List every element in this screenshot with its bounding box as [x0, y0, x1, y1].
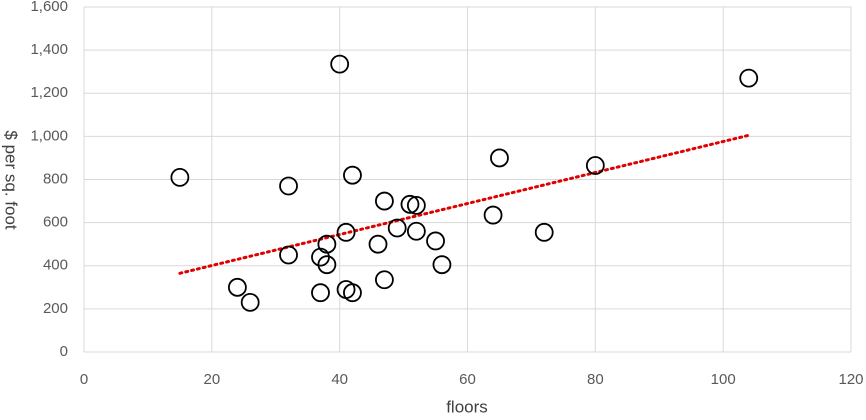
- point: [400, 194, 420, 214]
- y-tick-label: 1,400: [30, 41, 68, 58]
- point: [387, 218, 407, 238]
- point: [739, 68, 759, 88]
- x-tick-label: 80: [587, 371, 604, 388]
- point: [375, 191, 394, 211]
- point: [426, 231, 445, 251]
- y-tick-label: 1,000: [30, 127, 68, 144]
- point: [432, 255, 452, 275]
- y-tick-label: 1,200: [30, 84, 68, 101]
- y-tick-label: 1,600: [30, 0, 68, 15]
- x-tick-label: 20: [203, 371, 220, 388]
- point: [240, 293, 260, 312]
- point: [311, 247, 330, 267]
- y-tick-label: 200: [43, 300, 68, 317]
- y-tick-label: 600: [43, 214, 68, 231]
- point: [279, 245, 298, 265]
- x-tick-label: 40: [331, 371, 348, 388]
- point: [343, 283, 362, 303]
- point: [343, 165, 362, 185]
- point: [317, 255, 337, 275]
- x-tick-label: 0: [80, 371, 88, 388]
- y-tick-label: 0: [60, 343, 68, 360]
- point: [170, 167, 190, 187]
- point: [279, 176, 298, 196]
- point: [317, 234, 337, 254]
- point: [375, 270, 394, 290]
- point: [311, 283, 330, 303]
- point: [483, 205, 503, 225]
- point: [368, 234, 388, 254]
- x-tick-label: 120: [838, 371, 863, 388]
- x-axis-title: floors: [446, 397, 488, 416]
- trendline: [178, 133, 751, 275]
- point: [585, 156, 605, 175]
- y-tick-label: 400: [43, 257, 68, 274]
- point: [406, 221, 426, 241]
- y-tick-label: 800: [43, 170, 68, 187]
- x-tick-label: 100: [711, 371, 736, 388]
- point: [406, 195, 426, 215]
- point: [330, 54, 350, 74]
- y-axis-title: $ per sq. foot: [2, 130, 21, 230]
- x-tick-label: 60: [459, 371, 476, 388]
- point: [227, 277, 247, 297]
- point: [490, 148, 509, 168]
- point: [534, 222, 554, 242]
- point: [336, 222, 356, 242]
